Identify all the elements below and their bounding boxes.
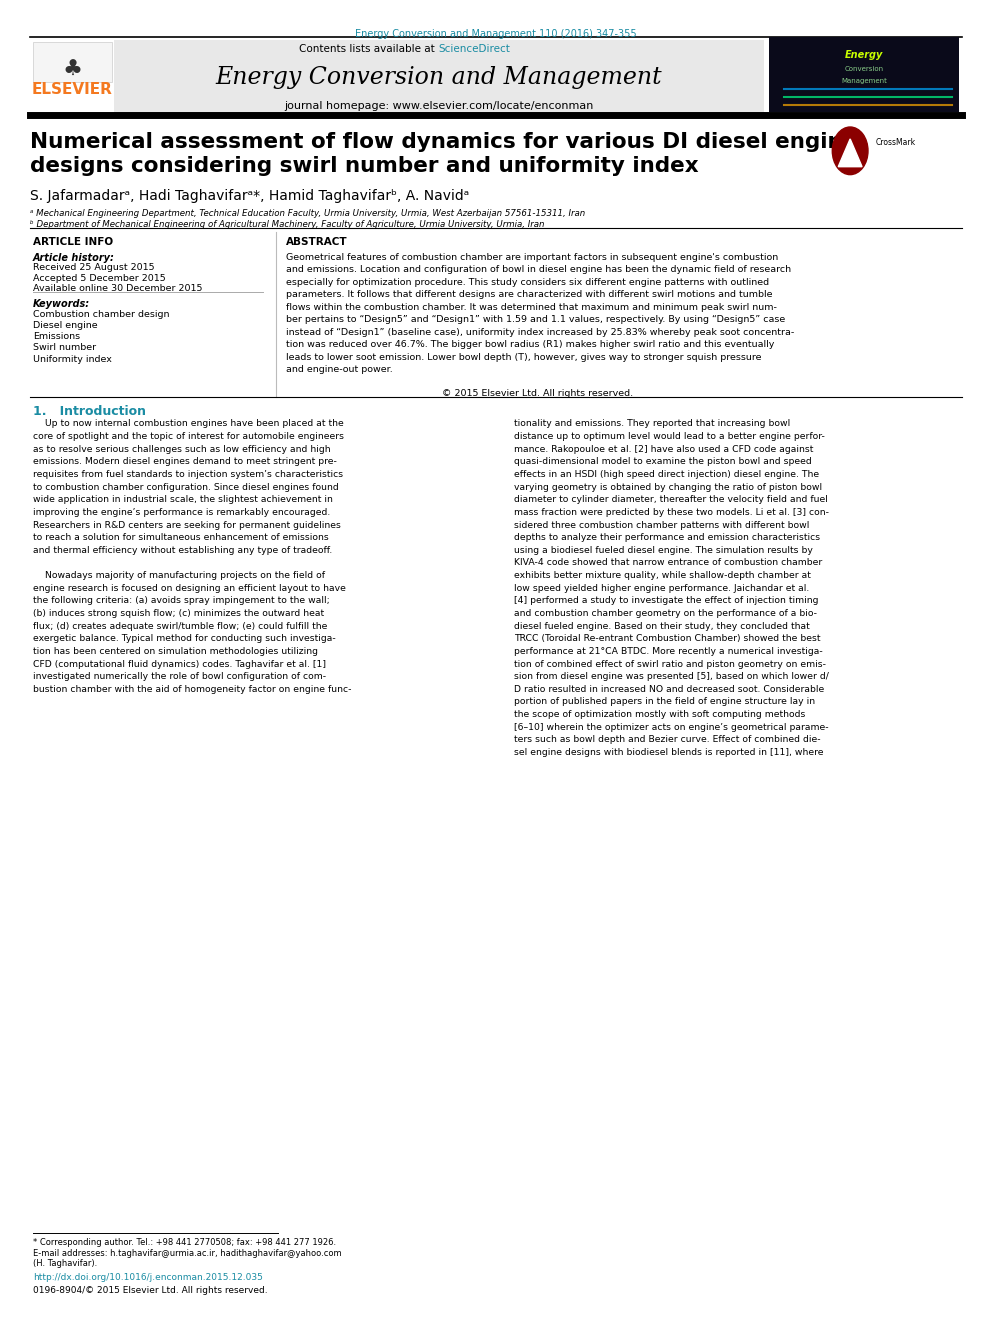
Text: Energy Conversion and Management: Energy Conversion and Management [215, 66, 662, 89]
Text: CrossMark: CrossMark [876, 139, 916, 147]
Text: Available online 30 December 2015: Available online 30 December 2015 [33, 284, 202, 294]
Text: ♣: ♣ [62, 60, 82, 79]
Text: 1.   Introduction: 1. Introduction [33, 405, 146, 418]
Text: Conversion: Conversion [844, 66, 884, 73]
Text: http://dx.doi.org/10.1016/j.enconman.2015.12.035: http://dx.doi.org/10.1016/j.enconman.201… [33, 1273, 263, 1282]
Text: Diesel engine: Diesel engine [33, 320, 97, 329]
Text: ᵃ Mechanical Engineering Department, Technical Education Faculty, Urmia Universi: ᵃ Mechanical Engineering Department, Tec… [30, 209, 585, 218]
FancyBboxPatch shape [769, 37, 959, 112]
FancyBboxPatch shape [33, 42, 112, 82]
Text: E-mail addresses: h.taghavifar@urmia.ac.ir, hadithaghavifar@yahoo.com
(H. Taghav: E-mail addresses: h.taghavifar@urmia.ac.… [33, 1249, 341, 1269]
Text: Swirl number: Swirl number [33, 343, 96, 352]
Text: tionality and emissions. They reported that increasing bowl
distance up to optim: tionality and emissions. They reported t… [514, 419, 829, 757]
Text: journal homepage: www.elsevier.com/locate/enconman: journal homepage: www.elsevier.com/locat… [284, 101, 593, 111]
Text: Uniformity index: Uniformity index [33, 355, 112, 364]
Text: ELSEVIER: ELSEVIER [32, 82, 113, 97]
Text: 0196-8904/© 2015 Elsevier Ltd. All rights reserved.: 0196-8904/© 2015 Elsevier Ltd. All right… [33, 1286, 268, 1295]
Text: Article history:: Article history: [33, 253, 115, 263]
Text: Contents lists available at: Contents lists available at [300, 44, 438, 54]
Text: ScienceDirect: ScienceDirect [438, 44, 510, 54]
Text: © 2015 Elsevier Ltd. All rights reserved.: © 2015 Elsevier Ltd. All rights reserved… [441, 389, 633, 398]
Text: ᵇ Department of Mechanical Engineering of Agricultural Machinery, Faculty of Agr: ᵇ Department of Mechanical Engineering o… [30, 220, 545, 229]
Text: Combustion chamber design: Combustion chamber design [33, 310, 170, 319]
Circle shape [832, 127, 868, 175]
Text: Energy Conversion and Management 110 (2016) 347-355: Energy Conversion and Management 110 (20… [355, 29, 637, 40]
Text: * Corresponding author. Tel.: +98 441 2770508; fax: +98 441 277 1926.: * Corresponding author. Tel.: +98 441 27… [33, 1238, 336, 1248]
Text: Energy: Energy [845, 50, 883, 61]
Text: Numerical assessment of flow dynamics for various DI diesel engine
designs consi: Numerical assessment of flow dynamics fo… [30, 132, 857, 176]
Text: ABSTRACT: ABSTRACT [286, 237, 347, 247]
Text: Accepted 5 December 2015: Accepted 5 December 2015 [33, 274, 166, 283]
Text: Received 25 August 2015: Received 25 August 2015 [33, 263, 155, 273]
Text: Emissions: Emissions [33, 332, 80, 341]
Text: Management: Management [841, 78, 887, 85]
Polygon shape [838, 139, 862, 167]
Text: S. Jafarmadarᵃ, Hadi Taghavifarᵃ*, Hamid Taghavifarᵇ, A. Navidᵃ: S. Jafarmadarᵃ, Hadi Taghavifarᵃ*, Hamid… [30, 189, 469, 204]
Text: Geometrical features of combustion chamber are important factors in subsequent e: Geometrical features of combustion chamb… [286, 253, 794, 374]
Text: Up to now internal combustion engines have been placed at the
core of spotlight : Up to now internal combustion engines ha… [33, 419, 351, 693]
Text: Keywords:: Keywords: [33, 299, 90, 310]
FancyBboxPatch shape [114, 40, 764, 112]
Text: ARTICLE INFO: ARTICLE INFO [33, 237, 113, 247]
